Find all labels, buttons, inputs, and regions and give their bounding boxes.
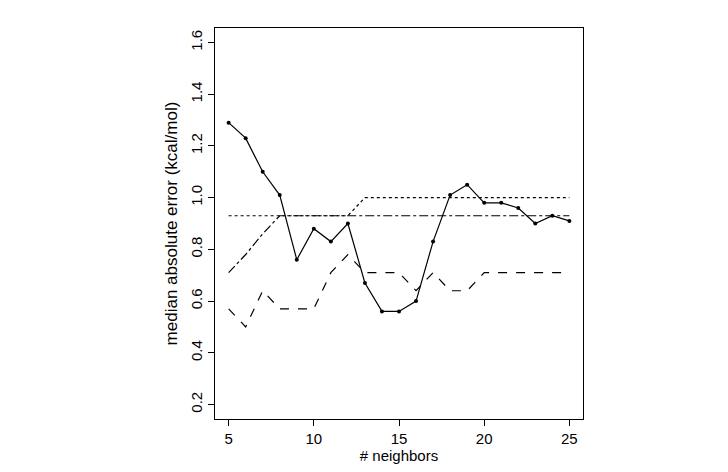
svg-text:15: 15 bbox=[391, 430, 408, 447]
svg-text:1.0: 1.0 bbox=[188, 185, 205, 206]
svg-text:5: 5 bbox=[224, 430, 232, 447]
svg-text:25: 25 bbox=[561, 430, 578, 447]
svg-text:median absolute error (kcal/mo: median absolute error (kcal/mol) bbox=[162, 102, 181, 346]
svg-text:1.6: 1.6 bbox=[188, 30, 205, 51]
svg-text:1.2: 1.2 bbox=[188, 133, 205, 154]
svg-text:0.4: 0.4 bbox=[188, 340, 205, 361]
svg-text:0.2: 0.2 bbox=[188, 392, 205, 413]
svg-text:0.6: 0.6 bbox=[188, 288, 205, 309]
svg-text:0.8: 0.8 bbox=[188, 237, 205, 258]
svg-text:10: 10 bbox=[305, 430, 322, 447]
svg-text:1.4: 1.4 bbox=[188, 82, 205, 103]
svg-text:20: 20 bbox=[476, 430, 493, 447]
svg-text:# neighbors: # neighbors bbox=[360, 447, 438, 464]
